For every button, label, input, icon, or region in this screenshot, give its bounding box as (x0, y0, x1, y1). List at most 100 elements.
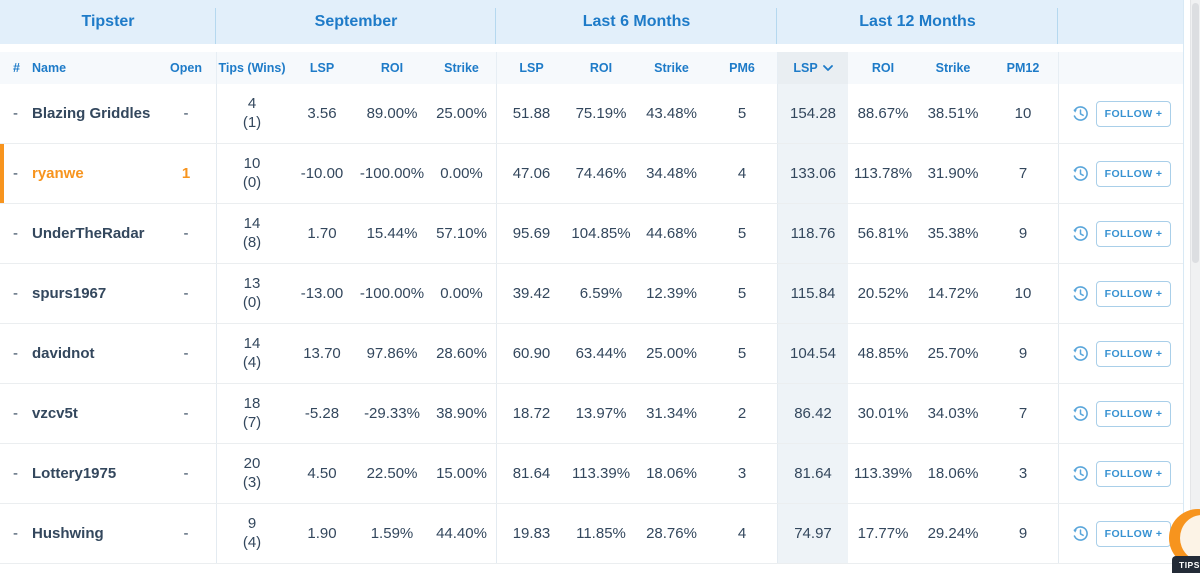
pm12-cell: 9 (1018, 525, 1028, 542)
history-icon[interactable] (1072, 285, 1089, 302)
sep-strike-cell: 25.00% (436, 105, 487, 122)
row-actions: FOLLOW + (1058, 324, 1184, 383)
history-icon[interactable] (1072, 345, 1089, 362)
follow-button[interactable]: FOLLOW + (1095, 100, 1172, 127)
tipster-name-link[interactable]: spurs1967 (32, 285, 107, 302)
col-header-sep-lsp[interactable]: LSP (309, 61, 335, 75)
tipster-name-link[interactable]: ryanwe (32, 165, 84, 182)
row-actions: FOLLOW + (1058, 84, 1184, 143)
follow-button[interactable]: FOLLOW + (1095, 160, 1172, 187)
history-icon[interactable] (1072, 225, 1089, 242)
follow-button[interactable]: FOLLOW + (1095, 220, 1172, 247)
pm12-cell: 9 (1018, 345, 1028, 362)
m12-strike-cell: 35.38% (927, 225, 979, 242)
follow-button[interactable]: FOLLOW + (1095, 460, 1172, 487)
scrollbar-thumb[interactable] (1192, 3, 1199, 263)
col-header-m12-roi[interactable]: ROI (871, 61, 895, 75)
m6-lsp-cell: 47.06 (496, 144, 566, 203)
group-september: September (216, 0, 496, 44)
history-icon[interactable] (1072, 105, 1089, 122)
follow-button[interactable]: FOLLOW + (1095, 280, 1172, 307)
m6-strike-cell: 31.34% (646, 405, 697, 422)
m12-roi-cell: 17.77% (857, 525, 909, 542)
tips-count: 14 (243, 214, 261, 232)
sorted-column-label: LSP (793, 61, 818, 75)
row-actions: FOLLOW + (1058, 444, 1184, 503)
col-header-m12-strike[interactable]: Strike (935, 61, 971, 75)
page-scrollbar[interactable] (1190, 0, 1200, 573)
pm6-cell: 5 (737, 345, 747, 362)
m6-lsp-cell: 60.90 (496, 324, 566, 383)
wins-count: (3) (242, 473, 262, 491)
history-icon[interactable] (1072, 465, 1089, 482)
m12-lsp-cell: 133.06 (777, 144, 848, 203)
m12-lsp-cell: 86.42 (777, 384, 848, 443)
sep-roi-cell: -100.00% (359, 285, 425, 302)
m12-lsp-cell: 118.76 (777, 204, 848, 263)
col-header-pm12[interactable]: PM12 (1006, 61, 1040, 75)
leaderboard-table: Tipster September Last 6 Months Last 12 … (0, 0, 1184, 564)
m6-roi-cell: 113.39% (571, 465, 631, 482)
m12-roi-cell: 20.52% (857, 285, 909, 302)
tipster-name-link[interactable]: Blazing Griddles (32, 105, 151, 122)
follow-button[interactable]: FOLLOW + (1095, 520, 1172, 547)
tipster-name-link[interactable]: Lottery1975 (32, 465, 117, 482)
follow-button[interactable]: FOLLOW + (1095, 400, 1172, 427)
col-header-m12-lsp-sorted[interactable]: LSP (777, 52, 848, 84)
tips-wins-cell: 9 (4) (216, 504, 287, 563)
pm6-cell: 5 (737, 105, 747, 122)
tips-wins-cell: 14 (8) (216, 204, 287, 263)
open-tips-cell: - (183, 525, 189, 542)
pm6-cell: 3 (737, 465, 747, 482)
pm12-cell: 10 (1014, 105, 1032, 122)
col-header-tips-wins[interactable]: Tips (Wins) (216, 52, 287, 84)
follow-button[interactable]: FOLLOW + (1095, 340, 1172, 367)
tipster-name-link[interactable]: Hushwing (32, 525, 104, 542)
col-header-m6-lsp[interactable]: LSP (496, 52, 566, 84)
group-last-12-months: Last 12 Months (777, 0, 1058, 44)
sep-strike-cell: 28.60% (436, 345, 487, 362)
m6-lsp-cell: 18.72 (496, 384, 566, 443)
m12-strike-cell: 18.06% (927, 465, 979, 482)
tips-wins-cell: 13 (0) (216, 264, 287, 323)
m6-strike-cell: 25.00% (646, 345, 697, 362)
pm12-cell: 10 (1014, 285, 1032, 302)
col-header-sep-roi[interactable]: ROI (380, 61, 404, 75)
tips-wins-cell: 14 (4) (216, 324, 287, 383)
m6-strike-cell: 12.39% (646, 285, 697, 302)
table-row: - Hushwing - 9 (4) 1.90 1.59% 44.40% 19.… (0, 504, 1183, 564)
tips-wins-cell: 10 (0) (216, 144, 287, 203)
col-header-pm6[interactable]: PM6 (729, 61, 755, 75)
col-header-m6-roi[interactable]: ROI (589, 61, 613, 75)
tipster-name-link[interactable]: UnderTheRadar (32, 225, 145, 242)
tipster-name-link[interactable]: davidnot (32, 345, 95, 362)
row-actions: FOLLOW + (1058, 264, 1184, 323)
m6-roi-cell: 104.85% (571, 225, 631, 242)
sep-lsp-cell: -5.28 (304, 405, 340, 422)
rank-cell: - (13, 285, 18, 302)
group-last-6-months: Last 6 Months (496, 0, 777, 44)
tipster-name-link[interactable]: vzcv5t (32, 405, 78, 422)
pm12-cell: 7 (1018, 405, 1028, 422)
row-actions: FOLLOW + (1058, 144, 1184, 203)
m6-roi-cell: 6.59% (579, 285, 623, 302)
m6-strike-cell: 44.68% (646, 225, 697, 242)
m6-roi-cell: 11.85% (576, 525, 626, 542)
pm6-cell: 5 (737, 225, 747, 242)
history-icon[interactable] (1072, 525, 1089, 542)
m12-roi-cell: 113.39% (853, 465, 913, 482)
col-header-open[interactable]: Open (170, 61, 202, 75)
tips-count: 20 (243, 454, 261, 472)
col-header-sep-strike[interactable]: Strike (444, 61, 479, 75)
m12-strike-cell: 25.70% (927, 345, 979, 362)
pm6-cell: 2 (737, 405, 747, 422)
m12-strike-cell: 34.03% (927, 405, 979, 422)
monkey-face-icon (1180, 515, 1200, 561)
col-header-m6-strike[interactable]: Strike (654, 61, 689, 75)
m12-strike-cell: 29.24% (927, 525, 979, 542)
col-header-name[interactable]: Name (32, 61, 67, 75)
history-icon[interactable] (1072, 405, 1089, 422)
sep-roi-cell: 22.50% (366, 465, 418, 482)
m6-roi-cell: 75.19% (575, 105, 627, 122)
history-icon[interactable] (1072, 165, 1089, 182)
